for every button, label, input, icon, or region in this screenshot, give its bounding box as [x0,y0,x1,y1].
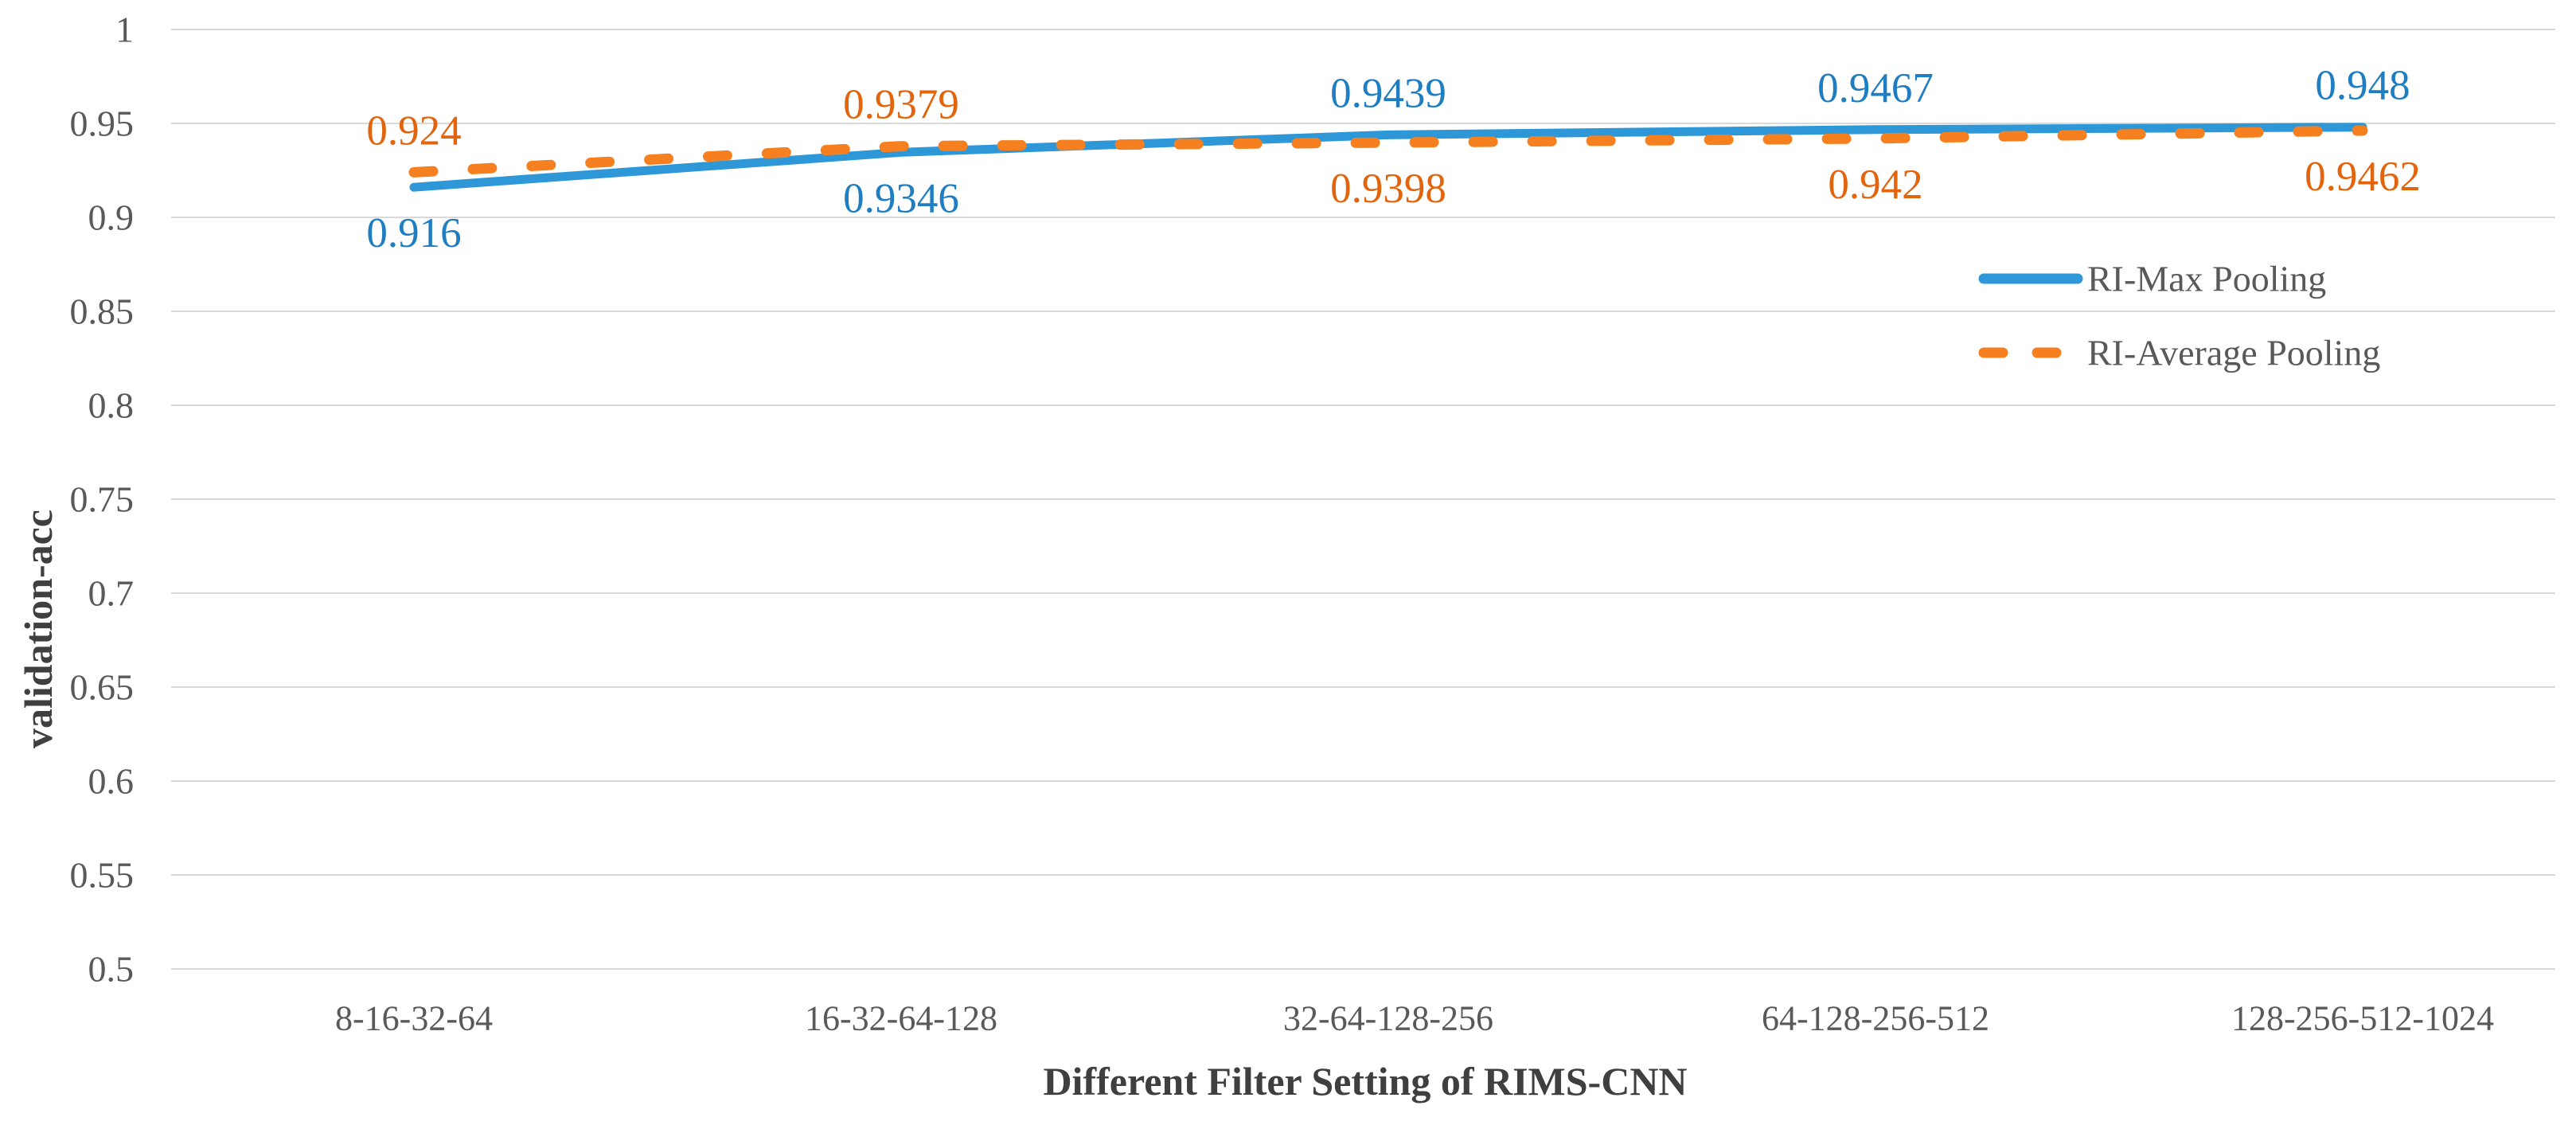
x-category-label: 8-16-32-64 [335,999,493,1038]
y-tick-label: 0.5 [88,949,135,990]
data-label: 0.9467 [1817,65,1934,111]
y-tick-label: 0.55 [70,855,135,896]
legend-label: RI-Max Pooling [2087,259,2326,299]
data-label: 0.9462 [2305,154,2421,200]
y-tick-label: 0.9 [88,197,135,238]
data-label: 0.9398 [1330,166,1446,212]
y-tick-label: 0.6 [88,761,135,802]
data-label: 0.924 [366,107,461,154]
y-tick-label: 1 [115,10,134,50]
data-label: 0.9346 [843,175,959,221]
y-tick-label: 0.8 [88,385,135,426]
x-axis-title: Different Filter Setting of RIMS-CNN [1043,1059,1687,1103]
data-label: 0.9379 [843,82,959,128]
data-label: 0.916 [366,210,461,256]
data-label: 0.9439 [1330,70,1446,116]
y-tick-label: 0.75 [70,479,135,520]
data-label: 0.942 [1828,162,1922,208]
x-category-label: 32-64-128-256 [1283,999,1493,1038]
x-category-label: 128-256-512-1024 [2231,999,2494,1038]
y-tick-label: 0.95 [70,104,135,144]
y-tick-label: 0.85 [70,291,135,332]
data-label: 0.948 [2315,63,2410,109]
legend-label: RI-Average Pooling [2087,333,2380,373]
y-tick-label: 0.65 [70,667,135,708]
series-line-ri-max-pooling [409,123,2367,192]
y-axis-title: validation-acc [16,510,60,748]
x-category-label: 16-32-64-128 [805,999,997,1038]
x-category-label: 64-128-256-512 [1762,999,1989,1038]
y-tick-label: 0.7 [88,573,135,614]
